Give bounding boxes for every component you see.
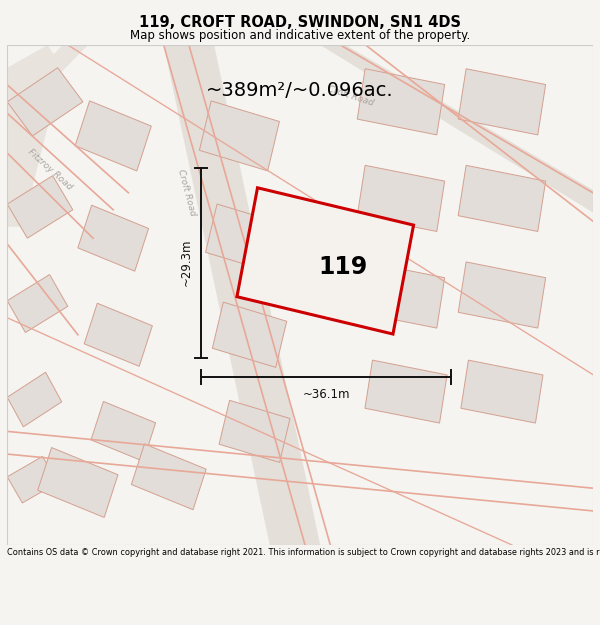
Polygon shape [7, 45, 63, 227]
Polygon shape [84, 303, 152, 366]
Text: Map shows position and indicative extent of the property.: Map shows position and indicative extent… [130, 29, 470, 41]
Polygon shape [7, 176, 73, 238]
Text: Contains OS data © Crown copyright and database right 2021. This information is : Contains OS data © Crown copyright and d… [7, 548, 600, 557]
Polygon shape [199, 101, 280, 171]
Polygon shape [320, 45, 598, 216]
Polygon shape [458, 166, 545, 231]
Polygon shape [461, 360, 543, 423]
Text: 119: 119 [319, 254, 368, 279]
Polygon shape [357, 166, 445, 231]
Text: 119, CROFT ROAD, SWINDON, SN1 4DS: 119, CROFT ROAD, SWINDON, SN1 4DS [139, 15, 461, 30]
Text: ~29.3m: ~29.3m [180, 239, 193, 286]
Polygon shape [212, 302, 287, 368]
Text: Croft Road: Croft Road [176, 168, 197, 217]
Text: ~389m²/~0.096ac.: ~389m²/~0.096ac. [206, 81, 394, 100]
Polygon shape [206, 204, 283, 272]
Polygon shape [7, 456, 58, 503]
Polygon shape [357, 262, 445, 328]
Polygon shape [38, 448, 118, 518]
Polygon shape [75, 101, 151, 171]
Polygon shape [7, 372, 62, 427]
Text: ~36.1m: ~36.1m [302, 388, 350, 401]
Polygon shape [458, 262, 545, 328]
Polygon shape [7, 45, 88, 124]
Text: Croft Road: Croft Road [326, 84, 374, 108]
Polygon shape [7, 274, 68, 332]
Polygon shape [237, 188, 413, 334]
Polygon shape [78, 205, 149, 271]
Text: Fitzroy Road: Fitzroy Road [26, 148, 74, 192]
Polygon shape [365, 360, 447, 423]
Polygon shape [219, 400, 290, 462]
Polygon shape [131, 444, 206, 510]
Polygon shape [164, 45, 320, 545]
Polygon shape [357, 69, 445, 135]
Polygon shape [7, 68, 83, 136]
Polygon shape [91, 401, 155, 461]
Polygon shape [458, 69, 545, 135]
